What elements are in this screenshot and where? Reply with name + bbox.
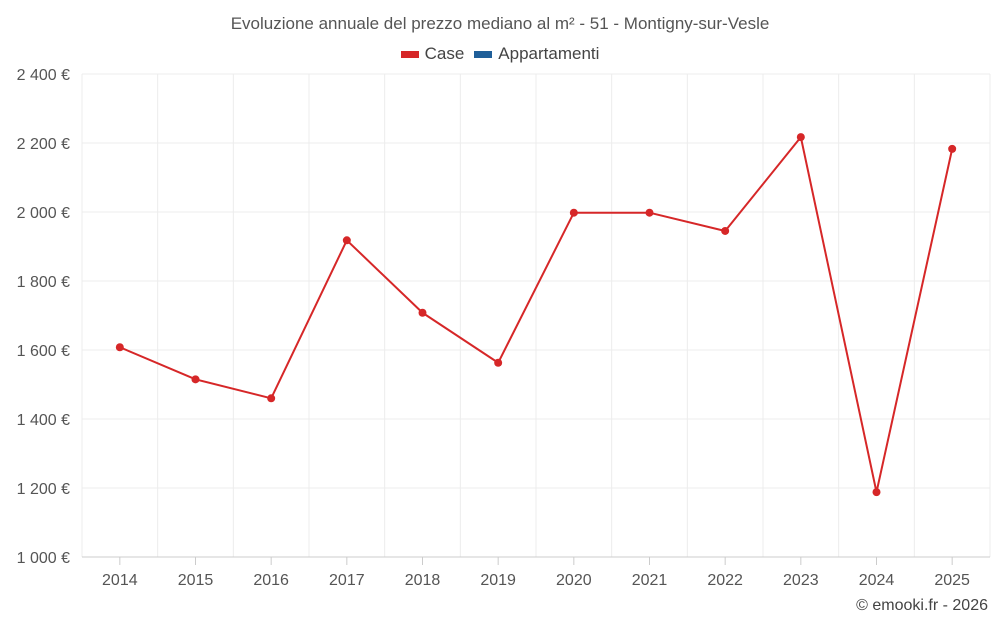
series-line-case — [119, 136, 954, 494]
axis-layer: 1 000 € 1 200 € 1 400 € 1 600 € 1 800 € 2 000… — [17, 67, 970, 589]
y-tick-label: 2 200 € — [17, 136, 70, 153]
legend: Case Appartamenti — [0, 44, 1000, 64]
data-point[interactable] — [569, 208, 578, 217]
data-point[interactable] — [418, 308, 427, 317]
y-tick-label: 1 800 € — [17, 274, 70, 291]
x-tick-label: 2018 — [405, 572, 441, 589]
x-tick-label: 2024 — [859, 572, 895, 589]
legend-label-appartamenti: Appartamenti — [498, 44, 600, 63]
data-point[interactable] — [796, 133, 805, 142]
x-tick-label: 2016 — [253, 572, 289, 589]
y-tick-label: 1 400 € — [17, 412, 70, 429]
data-point[interactable] — [191, 375, 200, 384]
y-tick-label: 1 000 € — [17, 550, 70, 567]
data-point[interactable] — [494, 358, 503, 367]
credit-text: © emooki.fr - 2026 — [856, 597, 988, 614]
y-tick-label: 2 000 € — [17, 205, 70, 222]
x-tick-label: 2023 — [783, 572, 819, 589]
data-point[interactable] — [948, 144, 957, 153]
legend-swatch-appartamenti — [474, 50, 493, 58]
x-tick-label: 2015 — [178, 572, 214, 589]
x-tick-label: 2021 — [632, 572, 668, 589]
data-point[interactable] — [872, 488, 881, 497]
legend-swatch-case — [400, 50, 419, 58]
data-point[interactable] — [267, 394, 276, 403]
x-tick-label: 2020 — [556, 572, 592, 589]
series-layer — [115, 133, 957, 497]
x-tick-label: 2025 — [934, 572, 970, 589]
legend-item-case[interactable]: Case — [400, 44, 465, 64]
grid-layer — [81, 73, 991, 558]
legend-label-case: Case — [424, 44, 465, 63]
data-point[interactable] — [342, 236, 351, 245]
y-tick-label: 2 400 € — [17, 67, 70, 84]
x-tick-label: 2014 — [102, 572, 138, 589]
x-tick-label: 2017 — [329, 572, 365, 589]
y-tick-label: 1 200 € — [17, 481, 70, 498]
y-tick-label: 1 600 € — [17, 343, 70, 360]
x-tick-label: 2019 — [480, 572, 516, 589]
chart-title: Evoluzione annuale del prezzo mediano al… — [230, 14, 770, 33]
legend-item-appartamenti[interactable]: Appartamenti — [474, 44, 599, 64]
data-point[interactable] — [721, 226, 730, 235]
data-point[interactable] — [115, 343, 124, 352]
x-tick-label: 2022 — [707, 572, 743, 589]
data-point[interactable] — [645, 208, 654, 217]
